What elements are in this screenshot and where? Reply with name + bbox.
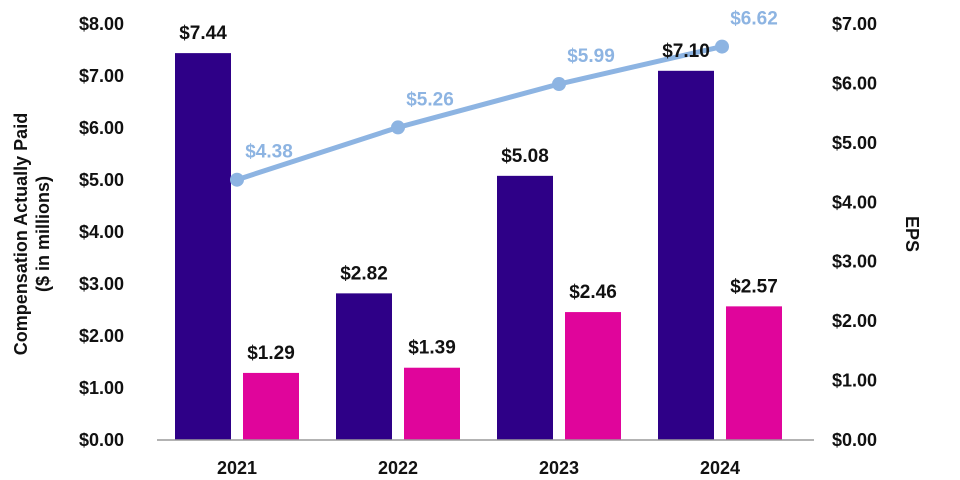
left-y-axis: $0.00 $1.00 $2.00 $3.00 $4.00 $5.00 $6.00 $7.00… — [79, 14, 124, 450]
eps-point-2023 — [552, 77, 566, 92]
x-tick-label-2021: 2021 — [217, 458, 257, 478]
neo-bar-label-2021: $1.29 — [247, 343, 295, 364]
left-tick-label: $6.00 — [79, 118, 124, 138]
neo-bar-2021 — [243, 372, 299, 440]
left-tick-label: $8.00 — [79, 14, 124, 34]
eps-label-2023: $5.99 — [567, 46, 615, 67]
bars-layer — [175, 53, 782, 441]
peo-bar-label-2024: $7.10 — [662, 41, 710, 62]
neo-bar-label-2023: $2.46 — [569, 282, 617, 303]
eps-label-2022: $5.26 — [406, 89, 454, 110]
peo-bar-2022 — [336, 293, 392, 440]
left-axis-title-line2: ($ in millions) — [33, 176, 53, 292]
left-tick-label: $4.00 — [79, 222, 124, 242]
x-tick-label-2023: 2023 — [539, 458, 579, 478]
neo-bar-2022 — [404, 367, 460, 440]
x-tick-label-2022: 2022 — [378, 458, 418, 478]
peo-bar-2021 — [175, 53, 231, 441]
right-tick-label: $2.00 — [832, 311, 877, 331]
eps-point-2021 — [230, 172, 244, 187]
x-tick-label-2024: 2024 — [700, 458, 740, 478]
neo-bar-label-2024: $2.57 — [730, 276, 778, 297]
peo-bar-label-2023: $5.08 — [501, 146, 549, 167]
right-tick-label: $0.00 — [832, 430, 877, 450]
neo-bar-2023 — [565, 312, 621, 440]
eps-label-2024: $6.62 — [730, 9, 778, 30]
right-tick-label: $5.00 — [832, 133, 877, 153]
left-tick-label: $0.00 — [79, 430, 124, 450]
eps-point-2024 — [715, 39, 729, 54]
peo-bar-label-2021: $7.44 — [179, 23, 227, 44]
right-axis-title: EPS — [902, 216, 922, 252]
right-tick-label: $7.00 — [832, 14, 877, 34]
left-tick-label: $5.00 — [79, 170, 124, 190]
left-tick-label: $3.00 — [79, 274, 124, 294]
eps-line — [234, 44, 725, 183]
right-y-axis: $0.00 $1.00 $2.00 $3.00 $4.00 $5.00 $6.00 $7.00 — [832, 14, 877, 450]
neo-bar-2024 — [726, 306, 782, 440]
right-tick-label: $4.00 — [832, 192, 877, 212]
left-tick-label: $1.00 — [79, 378, 124, 398]
right-tick-label: $1.00 — [832, 371, 877, 391]
right-tick-label: $6.00 — [832, 73, 877, 93]
peo-bar-2024 — [658, 70, 714, 441]
eps-point-2022 — [391, 120, 405, 135]
data-labels-layer: $7.44 $2.82 $5.08 $7.10 $1.29 $1.39 $2.46 $2.57 — [179, 23, 778, 364]
eps-line-layer: $4.38 $5.26 $5.99 $6.62 — [230, 9, 778, 187]
right-tick-label: $3.00 — [832, 252, 877, 272]
x-axis: 2021 2022 2023 2024 — [217, 458, 740, 478]
left-axis-title-line1: Compensation Actually Paid — [11, 113, 31, 355]
left-tick-label: $7.00 — [79, 66, 124, 86]
eps-label-2021: $4.38 — [245, 142, 293, 163]
peo-bar-label-2022: $2.82 — [340, 263, 388, 284]
left-tick-label: $2.00 — [79, 326, 124, 346]
peo-bar-2023 — [497, 175, 553, 440]
neo-bar-label-2022: $1.39 — [408, 338, 456, 359]
